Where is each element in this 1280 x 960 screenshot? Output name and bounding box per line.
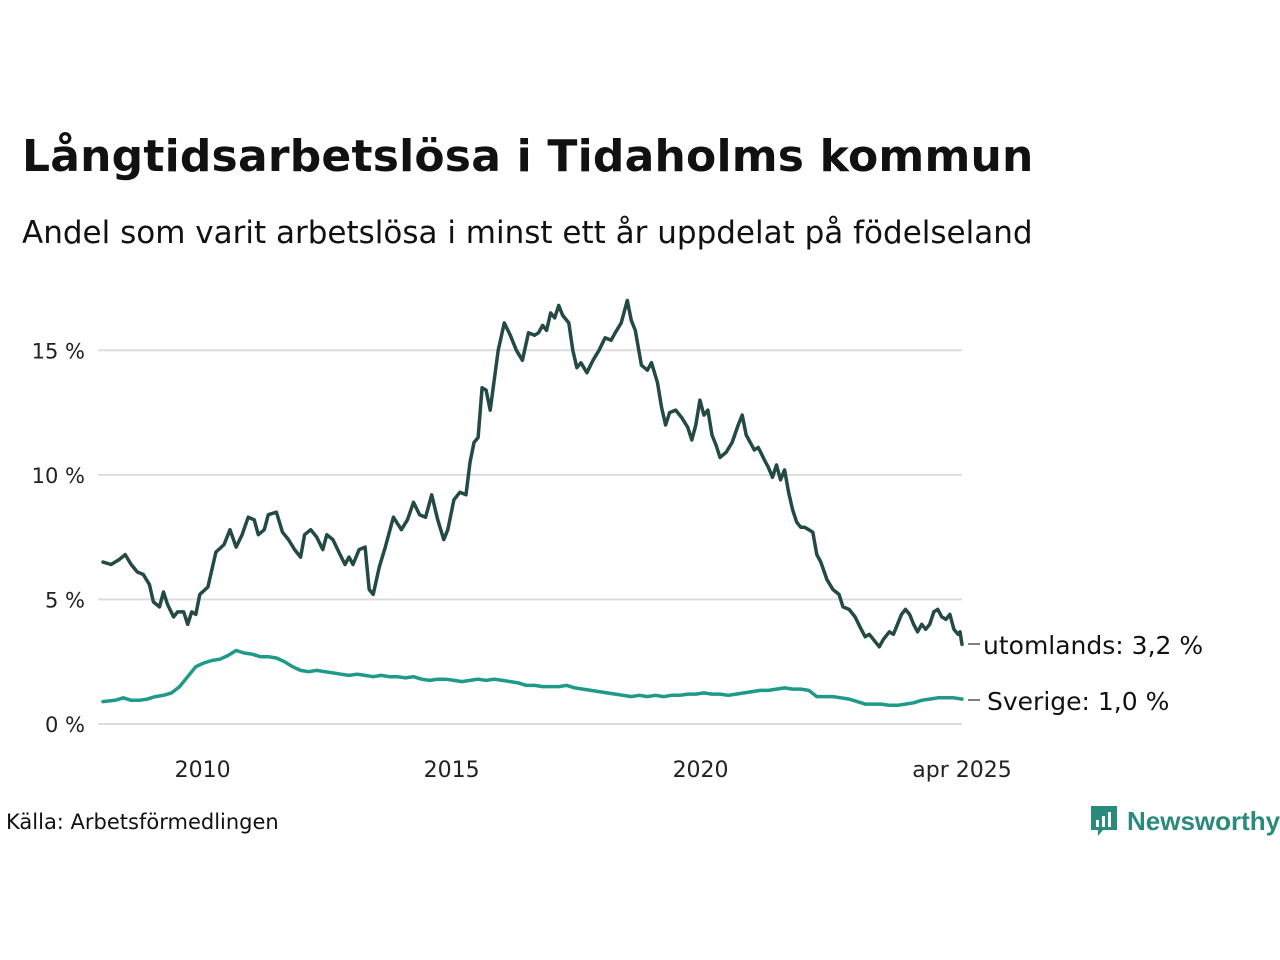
- chart-title: Långtidsarbetslösa i Tidaholms kommun: [22, 131, 1034, 182]
- y-tick-label: 5 %: [45, 588, 85, 612]
- series-line-sverige: [101, 648, 964, 708]
- newsworthy-chart-bubble-icon: [1091, 806, 1117, 836]
- chart-subtitle: Andel som varit arbetslösa i minst ett å…: [22, 215, 1033, 251]
- series-lines: [101, 298, 964, 708]
- x-tick-label: apr 2025: [912, 758, 1011, 783]
- y-tick-label: 15 %: [32, 339, 85, 363]
- newsworthy-logo: Newsworthy: [1089, 804, 1280, 838]
- y-tick-label: 10 %: [32, 464, 85, 488]
- end-label: utomlands: 3,2 %: [983, 631, 1203, 660]
- newsworthy-logo-text: Newsworthy: [1127, 805, 1280, 836]
- x-tick-label: 2010: [175, 758, 231, 783]
- x-axis-ticks: 2010 2015 2020 apr 2025: [175, 758, 1012, 783]
- end-labels: utomlands: 3,2 % Sverige: 1,0 %: [968, 631, 1203, 716]
- gridlines: [98, 349, 962, 725]
- x-tick-label: 2020: [673, 758, 729, 783]
- end-label: Sverige: 1,0 %: [987, 687, 1169, 716]
- y-axis-ticks: 0 % 5 % 10 % 15 %: [32, 339, 85, 737]
- source-text: Källa: Arbetsförmedlingen: [6, 810, 279, 834]
- y-tick-label: 0 %: [45, 713, 85, 737]
- x-tick-label: 2015: [424, 758, 480, 783]
- series-line-utomlands: [101, 298, 964, 649]
